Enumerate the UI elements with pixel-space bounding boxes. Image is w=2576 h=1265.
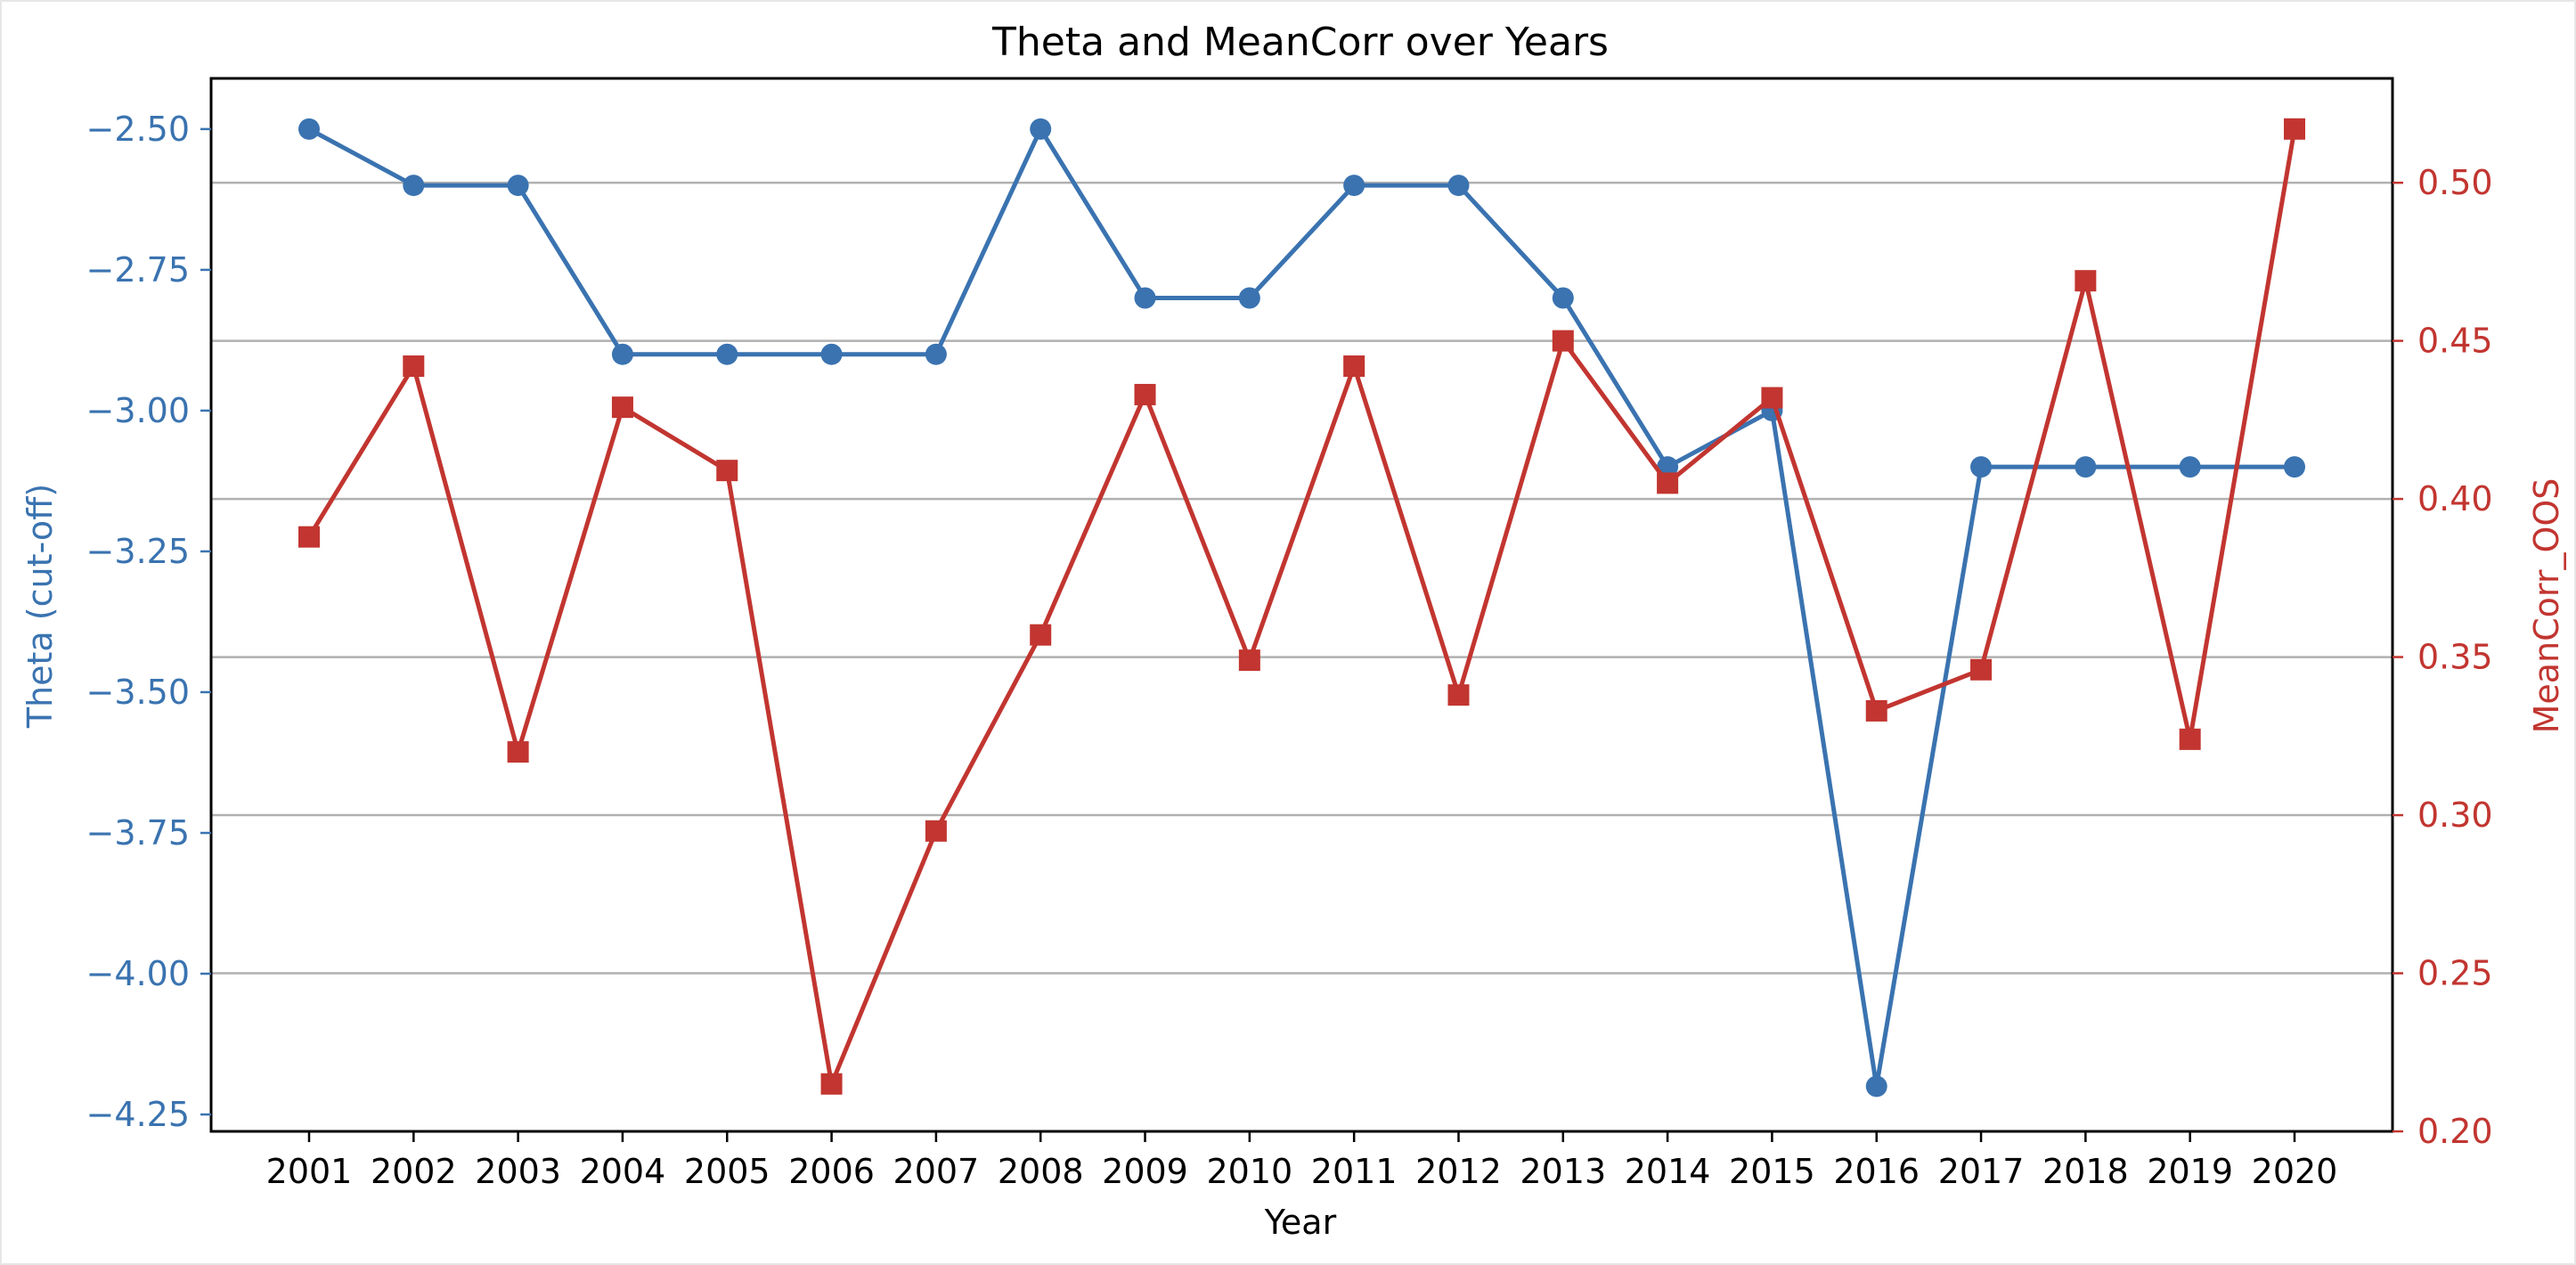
x-tick-label-2009: 2009 xyxy=(1102,1152,1188,1191)
x-tick-label-2019: 2019 xyxy=(2147,1152,2233,1191)
meancorr-point-2004 xyxy=(611,396,633,419)
theta-point-2019 xyxy=(2179,456,2201,478)
x-tick-label-2012: 2012 xyxy=(1415,1152,1502,1191)
y-right-tick-label-3: 0.35 xyxy=(2417,638,2493,677)
x-tick-label-2002: 2002 xyxy=(371,1152,457,1191)
theta-point-2016 xyxy=(1865,1075,1887,1098)
y-right-tick-label-0: 0.20 xyxy=(2417,1112,2493,1151)
meancorr-point-2018 xyxy=(2075,270,2097,292)
chart-title: Theta and MeanCorr over Years xyxy=(991,20,1609,65)
y-left-tick-label-3: −3.25 xyxy=(86,532,190,571)
theta-point-2006 xyxy=(820,343,843,365)
meancorr-point-2007 xyxy=(925,820,947,842)
y-left-tick-label-4: −3.50 xyxy=(86,673,190,712)
x-tick-label-2018: 2018 xyxy=(2042,1152,2129,1191)
axes-layer: 2001 2002 2003 2004 2005 2006 2007 2008 2009 2010… xyxy=(86,77,2493,1191)
y-right-tick-label-4: 0.40 xyxy=(2417,479,2493,518)
y-axis-left-label: Theta (cut-off) xyxy=(20,484,60,729)
x-tick-label-2001: 2001 xyxy=(266,1152,353,1191)
y-left-tick-label-5: −3.75 xyxy=(86,813,190,853)
theta-point-2020 xyxy=(2284,456,2305,478)
meancorr-point-2011 xyxy=(1343,355,1365,378)
y-right-tick-label-1: 0.25 xyxy=(2417,954,2493,993)
meancorr-point-2008 xyxy=(1030,624,1052,646)
meancorr-point-2009 xyxy=(1134,383,1156,405)
meancorr-point-2014 xyxy=(1657,472,1679,494)
x-axis-label: Year xyxy=(1264,1203,1337,1242)
x-tick-label-2011: 2011 xyxy=(1311,1152,1398,1191)
x-tick-label-2008: 2008 xyxy=(998,1152,1084,1191)
x-tick-label-2007: 2007 xyxy=(893,1152,980,1191)
y-right-tick-label-6: 0.50 xyxy=(2417,163,2493,202)
meancorr-point-2012 xyxy=(1447,684,1470,706)
x-tick-label-2013: 2013 xyxy=(1520,1152,1606,1191)
meancorr-point-2016 xyxy=(1865,699,1887,722)
theta-point-2011 xyxy=(1343,175,1365,197)
theta-point-2003 xyxy=(507,175,529,197)
meancorr-point-2019 xyxy=(2179,728,2201,750)
theta-point-2007 xyxy=(925,343,947,365)
meancorr-point-2010 xyxy=(1238,649,1260,672)
meancorr-point-2001 xyxy=(298,526,320,548)
theta-point-2001 xyxy=(298,118,320,140)
y-left-tick-label-0: −2.50 xyxy=(86,110,190,149)
meancorr-point-2003 xyxy=(507,741,529,763)
theta-point-2002 xyxy=(403,175,425,197)
series-line-meancorr xyxy=(306,128,2297,1087)
series-layer xyxy=(298,118,2305,1098)
x-tick-label-2016: 2016 xyxy=(1833,1152,1920,1191)
x-tick-label-2010: 2010 xyxy=(1206,1152,1292,1191)
theta-point-2009 xyxy=(1134,287,1156,309)
theta-point-2005 xyxy=(716,343,738,365)
theta-point-2017 xyxy=(1970,456,1993,478)
meancorr-point-2005 xyxy=(716,460,738,482)
meancorr-point-2020 xyxy=(2284,118,2305,140)
x-tick-label-2003: 2003 xyxy=(475,1152,561,1191)
meancorr-point-2015 xyxy=(1761,387,1783,409)
y-left-tick-label-7: −4.25 xyxy=(86,1095,190,1134)
meancorr-point-2006 xyxy=(820,1073,843,1095)
x-tick-label-2020: 2020 xyxy=(2252,1152,2338,1191)
theta-point-2008 xyxy=(1030,118,1052,140)
x-tick-label-2006: 2006 xyxy=(788,1152,875,1191)
meancorr-point-2017 xyxy=(1970,658,1993,681)
y-left-tick-label-1: −2.75 xyxy=(86,250,190,290)
theta-point-2004 xyxy=(611,343,633,365)
plot-frame xyxy=(209,77,2394,1133)
theta-point-2012 xyxy=(1447,175,1470,197)
x-tick-label-2014: 2014 xyxy=(1625,1152,1711,1191)
x-tick-label-2005: 2005 xyxy=(684,1152,770,1191)
theta-point-2013 xyxy=(1552,287,1574,309)
series-line-theta xyxy=(307,126,2295,1089)
theta-point-2010 xyxy=(1238,287,1260,309)
y-right-tick-label-2: 0.30 xyxy=(2417,796,2493,835)
y-left-tick-label-6: −4.00 xyxy=(86,954,190,993)
meancorr-point-2013 xyxy=(1552,330,1574,352)
x-tick-label-2015: 2015 xyxy=(1729,1152,1815,1191)
theta-point-2018 xyxy=(2075,456,2097,478)
meancorr-point-2002 xyxy=(403,355,425,378)
y-left-tick-label-2: −3.00 xyxy=(86,391,190,430)
x-tick-label-2004: 2004 xyxy=(580,1152,666,1191)
y-right-tick-label-5: 0.45 xyxy=(2417,322,2493,361)
y-axis-right-label: MeanCorr_OOS xyxy=(2527,478,2566,734)
x-tick-label-2017: 2017 xyxy=(1938,1152,2025,1191)
